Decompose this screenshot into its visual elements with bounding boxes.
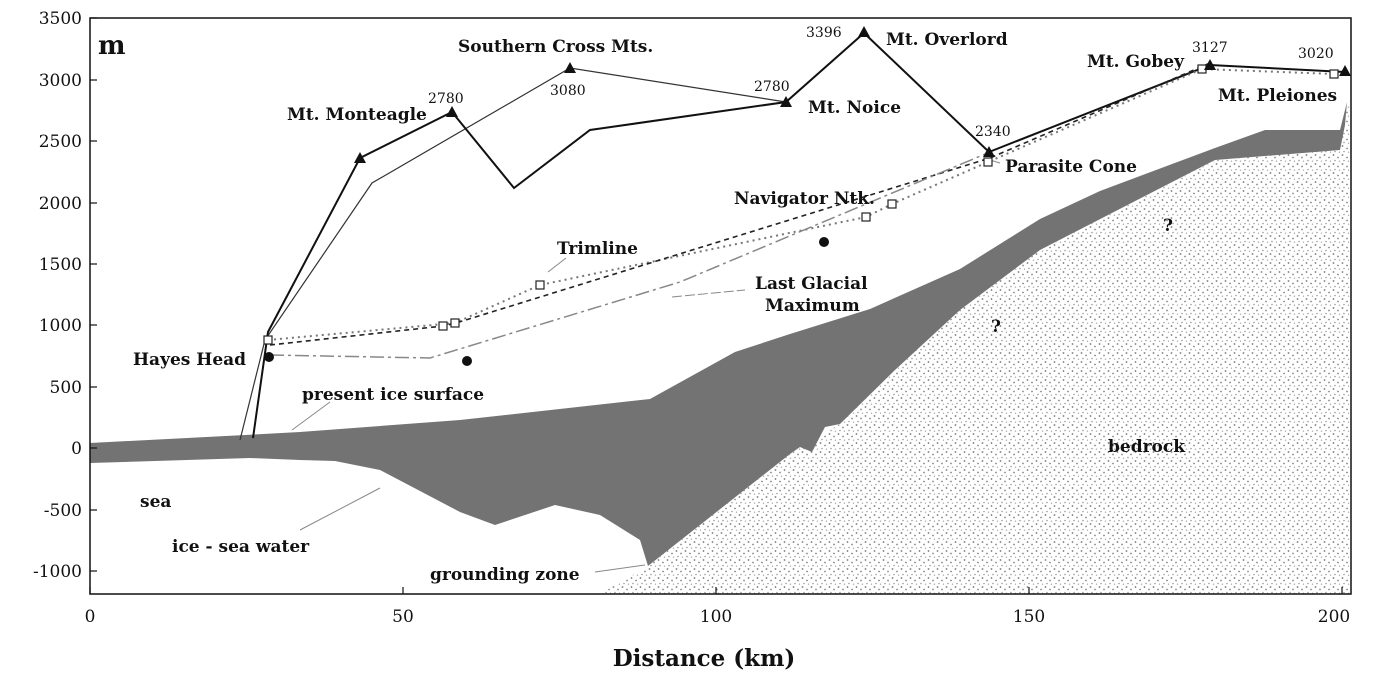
peak-marker [858, 26, 870, 37]
peak-marker [983, 146, 995, 157]
x-tick-label: 0 [85, 607, 96, 627]
y-tick-label: 1500 [39, 255, 82, 275]
peak-marker [446, 106, 458, 117]
label-lgm-line2: Maximum [765, 296, 860, 316]
label-southern-cross: Southern Cross Mts. [458, 37, 653, 57]
lgm-markers [264, 237, 829, 366]
label-question-2: ? [991, 317, 1001, 337]
label-trimline: Trimline [557, 239, 638, 259]
main-ridge-line [252, 31, 1346, 439]
x-tick-label: 200 [1318, 607, 1350, 627]
label-present-ice: present ice surface [302, 385, 484, 405]
dot-marker [462, 356, 472, 366]
peak-marker [780, 96, 792, 107]
leader-lgm [671, 289, 746, 298]
label-ice-sea-water: ice - sea water [172, 537, 310, 557]
x-tick-label: 150 [1013, 607, 1045, 627]
label-parasite-cone: Parasite Cone [1005, 157, 1137, 177]
y-tick-label: 2000 [39, 194, 82, 214]
y-tick-label: 3500 [39, 9, 82, 29]
bedrock-area [600, 95, 1351, 594]
label-hayes-head: Hayes Head [133, 350, 246, 370]
elev-3080: 3080 [550, 83, 586, 99]
square-marker [263, 335, 273, 345]
plot-frame [89, 17, 1352, 595]
y-tick-label: 500 [50, 378, 82, 398]
label-question-1: ? [1163, 216, 1173, 236]
y-tick-label: 3000 [39, 71, 82, 91]
y-tick-label: -500 [44, 501, 82, 521]
y-axis-unit: m [98, 31, 126, 61]
peak-markers [354, 26, 1351, 163]
y-tick-label: 2500 [39, 132, 82, 152]
square-marker [861, 212, 871, 222]
dot-marker [819, 237, 829, 247]
square-marker [887, 199, 897, 209]
label-grounding-zone: grounding zone [430, 565, 580, 585]
square-marker [1329, 69, 1339, 79]
label-mt-overlord: Mt. Overlord [886, 30, 1008, 50]
trimline [267, 67, 1335, 341]
ice-body [90, 102, 1347, 566]
y-tick-label: 0 [71, 439, 82, 459]
y-tick-label: -1000 [33, 562, 82, 582]
leader-ice-sea [299, 487, 381, 531]
dot-marker [264, 352, 274, 362]
label-mt-monteagle: Mt. Monteagle [287, 105, 427, 125]
label-navigator: Navigator Ntk. [734, 189, 875, 209]
peak-marker [1339, 65, 1351, 76]
lgm-dashdot-line [269, 151, 991, 359]
square-marker [535, 280, 545, 290]
square-marker [438, 321, 448, 331]
y-tick-label: 1000 [39, 316, 82, 336]
x-axis [89, 587, 1343, 594]
peak-marker [564, 62, 576, 73]
label-mt-gobey: Mt. Gobey [1087, 52, 1185, 72]
leader-trimline [547, 257, 567, 273]
leader-grounding [594, 564, 646, 573]
x-tick-label: 100 [700, 607, 732, 627]
elev-3396: 3396 [806, 25, 842, 41]
square-marker [983, 157, 993, 167]
elev-2780-a: 2780 [428, 91, 464, 107]
elev-3020: 3020 [1298, 46, 1334, 62]
elev-2780-b: 2780 [754, 79, 790, 95]
label-mt-pleiones: Mt. Pleiones [1218, 86, 1337, 106]
trimline-markers [263, 64, 1339, 345]
leader-present-ice [291, 401, 331, 431]
thin-ridge-line [239, 67, 787, 441]
label-sea: sea [140, 492, 171, 512]
label-bedrock: bedrock [1108, 437, 1186, 457]
peak-marker [354, 152, 366, 163]
elev-3127: 3127 [1192, 40, 1228, 56]
y-axis [90, 17, 97, 572]
label-mt-noice: Mt. Noice [808, 98, 901, 118]
elev-2340: 2340 [975, 124, 1011, 140]
x-tick-label: 50 [392, 607, 414, 627]
label-lgm-line1: Last Glacial [755, 274, 868, 294]
peak-marker [1204, 59, 1216, 70]
x-axis-title: Distance (km) [613, 645, 796, 672]
square-marker [450, 318, 460, 328]
